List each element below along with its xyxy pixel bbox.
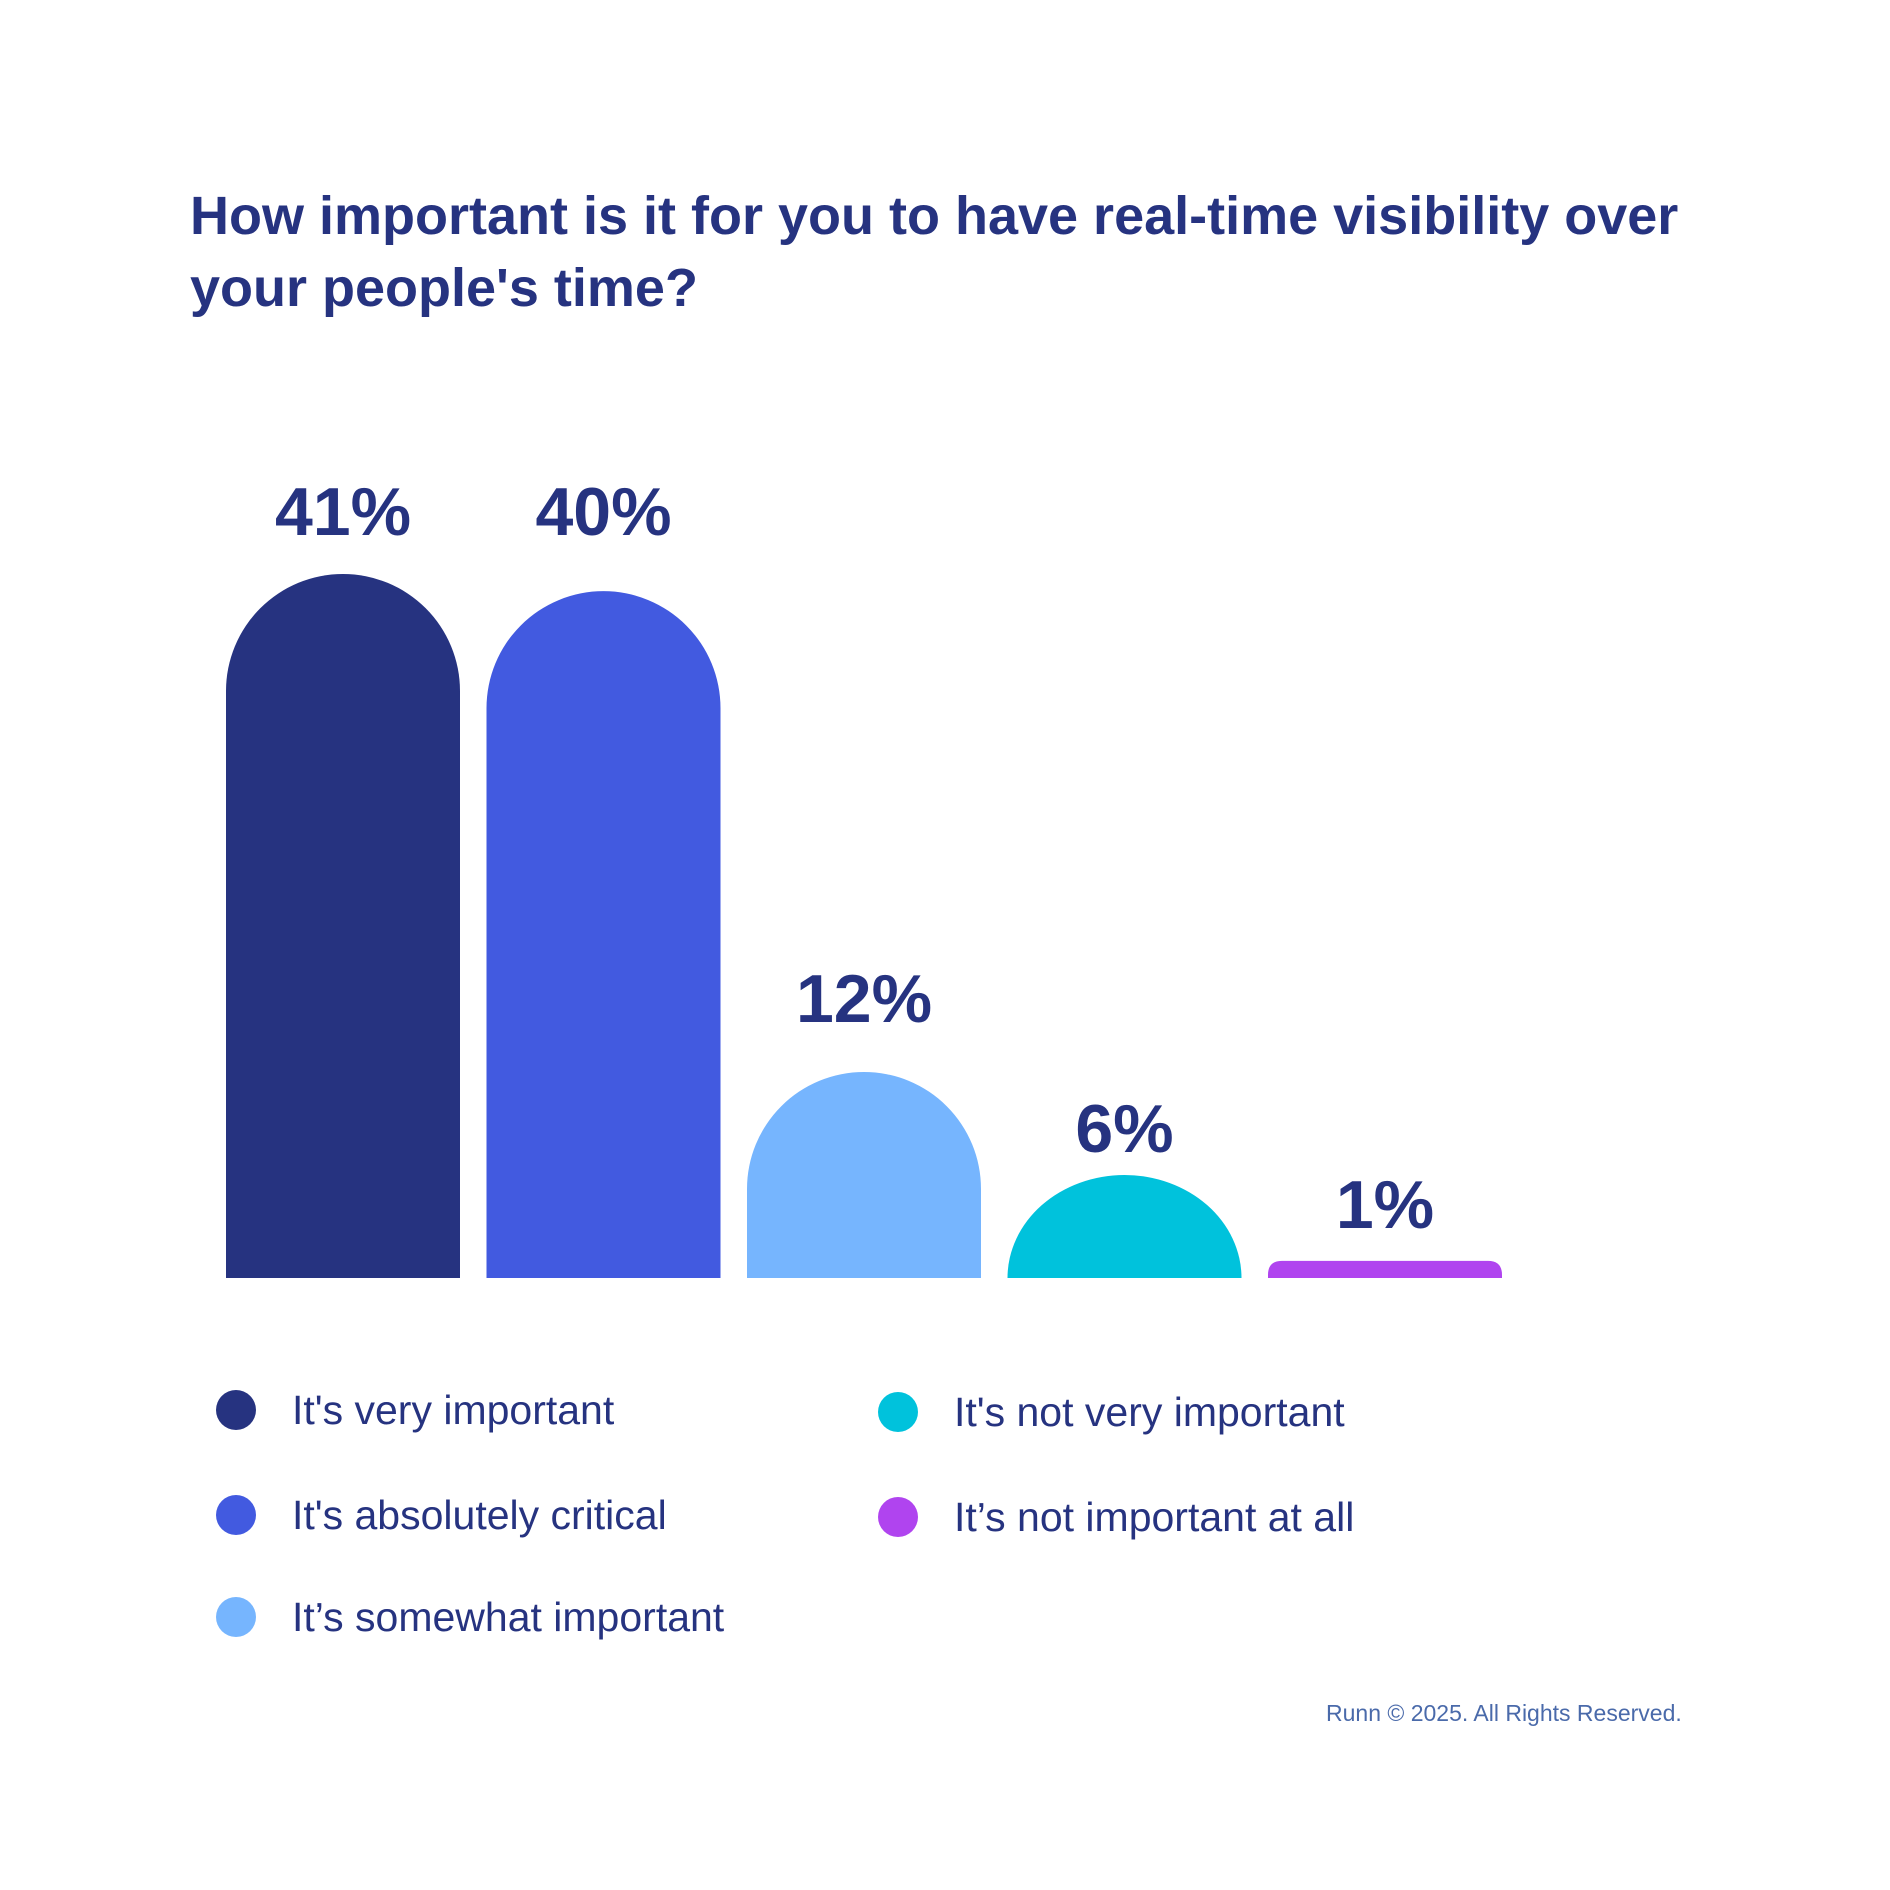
bar-its-absolutely-critical [486,591,721,1278]
bar-its-somewhat-important [747,1071,982,1278]
bar-value-label: 12% [796,961,932,1037]
chart-title: How important is it for you to have real… [190,186,1679,318]
bar-its-not-important-at-all [1268,1260,1502,1278]
bar-value-label: 41% [275,474,411,550]
copyright-footer: Runn © 2025. All Rights Reserved. [1326,1700,1682,1726]
bar-its-not-very-important [1007,1174,1242,1278]
bar-value-label: 6% [1075,1091,1173,1167]
bar-value-label: 1% [1336,1167,1434,1243]
bar-its-very-important [226,574,460,1278]
bar-value-label: 40% [535,474,671,550]
